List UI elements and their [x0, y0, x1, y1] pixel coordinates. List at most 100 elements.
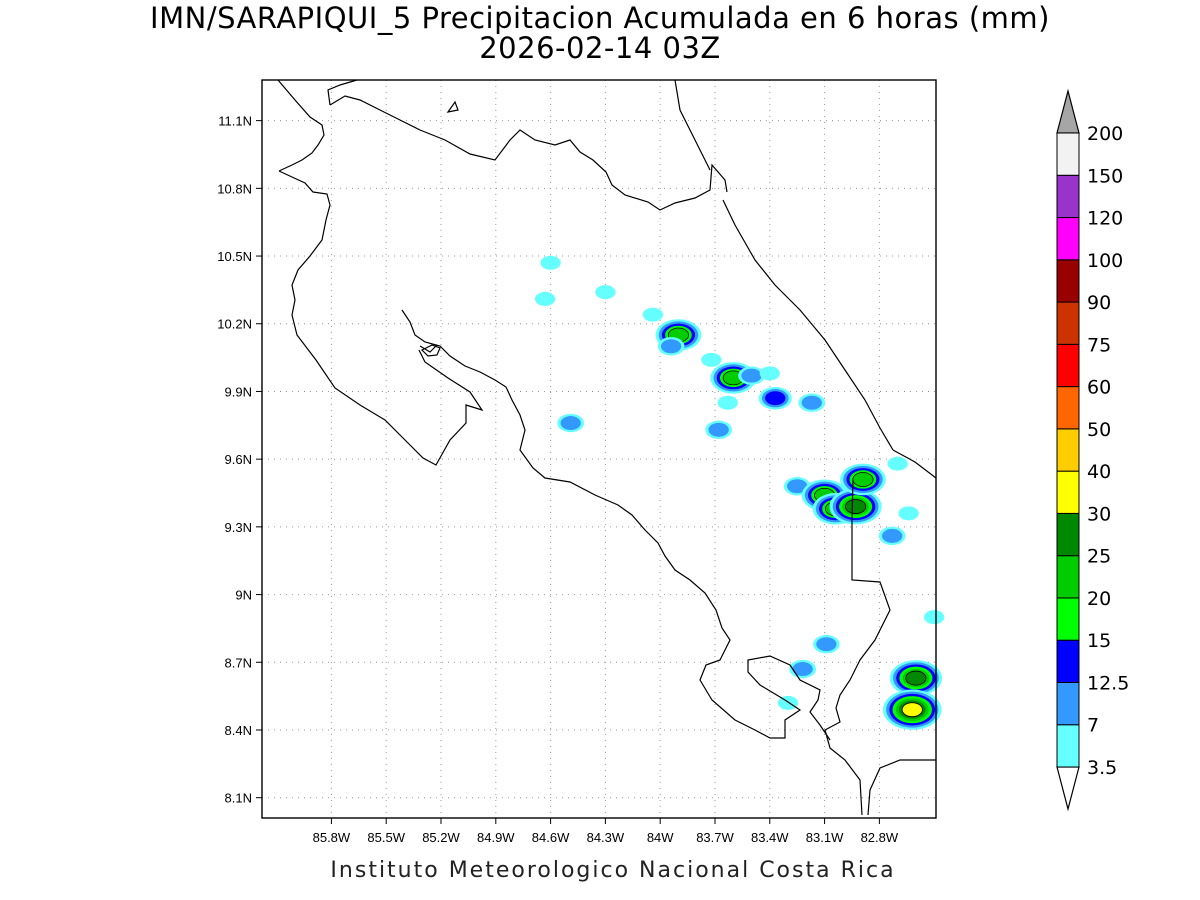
- lat-tick-label: 8.7N: [225, 655, 252, 670]
- precip-contour: [759, 366, 780, 381]
- lat-tick-label: 10.2N: [217, 317, 252, 332]
- precip-contour: [901, 702, 923, 718]
- colorbar-label: 200: [1087, 123, 1123, 145]
- precip-cell: [813, 635, 840, 654]
- colorbar-swatch: [1056, 301, 1080, 345]
- precip-contour: [882, 528, 903, 543]
- precip-contour: [787, 479, 808, 494]
- precip-cell: [889, 660, 943, 697]
- precip-contour: [792, 662, 813, 677]
- grid-lines: [262, 80, 936, 818]
- colorbar-label: 15: [1087, 630, 1111, 652]
- precip-contour: [924, 610, 945, 625]
- precip-cell: [642, 307, 664, 322]
- colorbar-label: 120: [1087, 208, 1123, 230]
- colorbar-swatch: [1056, 259, 1080, 303]
- colorbar-label: 25: [1087, 546, 1111, 568]
- precip-cell: [798, 393, 826, 412]
- colorbar-label: 60: [1087, 377, 1111, 399]
- precip-cell: [882, 689, 942, 730]
- colorbar-label: 3.5: [1087, 757, 1117, 779]
- precip-cell: [534, 291, 556, 306]
- precipitation-field: [534, 255, 945, 730]
- san-juan-river: [674, 79, 711, 171]
- precip-contour: [741, 368, 762, 383]
- precip-cell: [898, 506, 919, 521]
- pacific-coast-main: [401, 309, 831, 741]
- colorbar-swatch: [1056, 681, 1080, 726]
- precip-contour: [534, 291, 556, 306]
- precip-cell: [759, 366, 780, 381]
- precip-contour: [560, 416, 581, 431]
- lat-tick-label: 10.5N: [217, 249, 252, 264]
- precip-cell: [657, 337, 685, 356]
- precip-contour: [905, 670, 927, 686]
- precip-cell: [758, 386, 792, 410]
- colorbar-swatch: [1056, 724, 1080, 768]
- colorbar-label: 30: [1087, 503, 1111, 525]
- footer-credit: Instituto Meteorologico Nacional Costa R…: [330, 858, 896, 883]
- lat-tick-label: 9.9N: [225, 384, 252, 399]
- colorbar-label: 40: [1087, 461, 1111, 483]
- colorbar-label: 12.5: [1087, 672, 1129, 694]
- map-subtitle-date: 2026-02-14 03Z: [479, 31, 721, 65]
- map-title: IMN/SARAPIQUI_5 Precipitacion Acumulada …: [150, 1, 1050, 35]
- lon-tick-label: 85.5W: [367, 830, 405, 845]
- precip-cell: [595, 285, 616, 300]
- precip-contour: [595, 285, 616, 300]
- precip-contour: [708, 422, 729, 437]
- precip-cell: [878, 526, 906, 546]
- precip-contour: [642, 307, 664, 322]
- precip-cell: [705, 420, 732, 440]
- nicaragua-coast-top: [329, 95, 728, 211]
- map-frame: [261, 79, 937, 819]
- precip-contour: [887, 456, 908, 471]
- nicaragua-north-coast: [327, 79, 358, 106]
- north-border: [278, 170, 484, 466]
- lat-tick-label: 11.1N: [218, 114, 252, 129]
- precip-cell: [924, 610, 945, 625]
- lat-tick-label: 9.3N: [225, 520, 252, 535]
- lon-tick-label: 84.9W: [477, 830, 515, 845]
- colorbar-swatch: [1056, 555, 1080, 599]
- colorbar-swatch: [1056, 597, 1080, 641]
- precip-cell: [887, 456, 908, 471]
- lon-tick-label: 83.1W: [806, 830, 844, 845]
- colorbar-label: 50: [1087, 419, 1111, 441]
- precip-contour: [852, 472, 874, 487]
- lat-tick-label: 9.6N: [225, 452, 252, 467]
- lon-tick-label: 83.7W: [696, 830, 734, 845]
- lon-tick-label: 83.4W: [751, 830, 789, 845]
- lon-tick-label: 84.3W: [587, 830, 625, 845]
- axis-ticks: 85.8W 85.5W 85.2W 84.9W 84.6W 84.3W 84W 83.7W 83…: [217, 114, 899, 845]
- panama-border-east: [892, 449, 937, 479]
- precip-cell: [717, 395, 738, 410]
- colorbar-label: 90: [1087, 292, 1111, 314]
- panama-coast-south: [867, 759, 936, 816]
- nicoya-inner: [419, 344, 438, 353]
- colorbar-legend: 3.5 7 12.5 15 20 25 30 40 50 60 75 90 100 120 150 200: [1056, 88, 1129, 812]
- precip-contour: [765, 391, 786, 406]
- lon-tick-label: 84.6W: [532, 830, 570, 845]
- precip-cell: [701, 352, 722, 367]
- panama-border-south: [824, 479, 891, 816]
- colorbar-swatch: [1056, 217, 1080, 261]
- precip-contour: [898, 506, 919, 521]
- precip-cell: [840, 463, 886, 496]
- colorbar-swatch: [1056, 639, 1080, 683]
- colorbar-label: 100: [1087, 250, 1123, 272]
- colorbar-label: 75: [1087, 334, 1111, 356]
- precip-cell: [738, 366, 765, 385]
- colorbar-max-arrow: [1056, 88, 1080, 134]
- precip-cell: [557, 413, 585, 433]
- ometepe-island: [446, 100, 459, 113]
- precip-cell: [829, 488, 882, 525]
- colorbar-label: 20: [1087, 588, 1111, 610]
- caribbean-coast: [722, 199, 894, 451]
- precip-contour: [816, 637, 837, 652]
- precip-contour: [801, 395, 822, 410]
- colorbar-swatch: [1056, 470, 1080, 514]
- lon-tick-label: 84W: [647, 830, 674, 845]
- colorbar-swatch: [1056, 512, 1080, 557]
